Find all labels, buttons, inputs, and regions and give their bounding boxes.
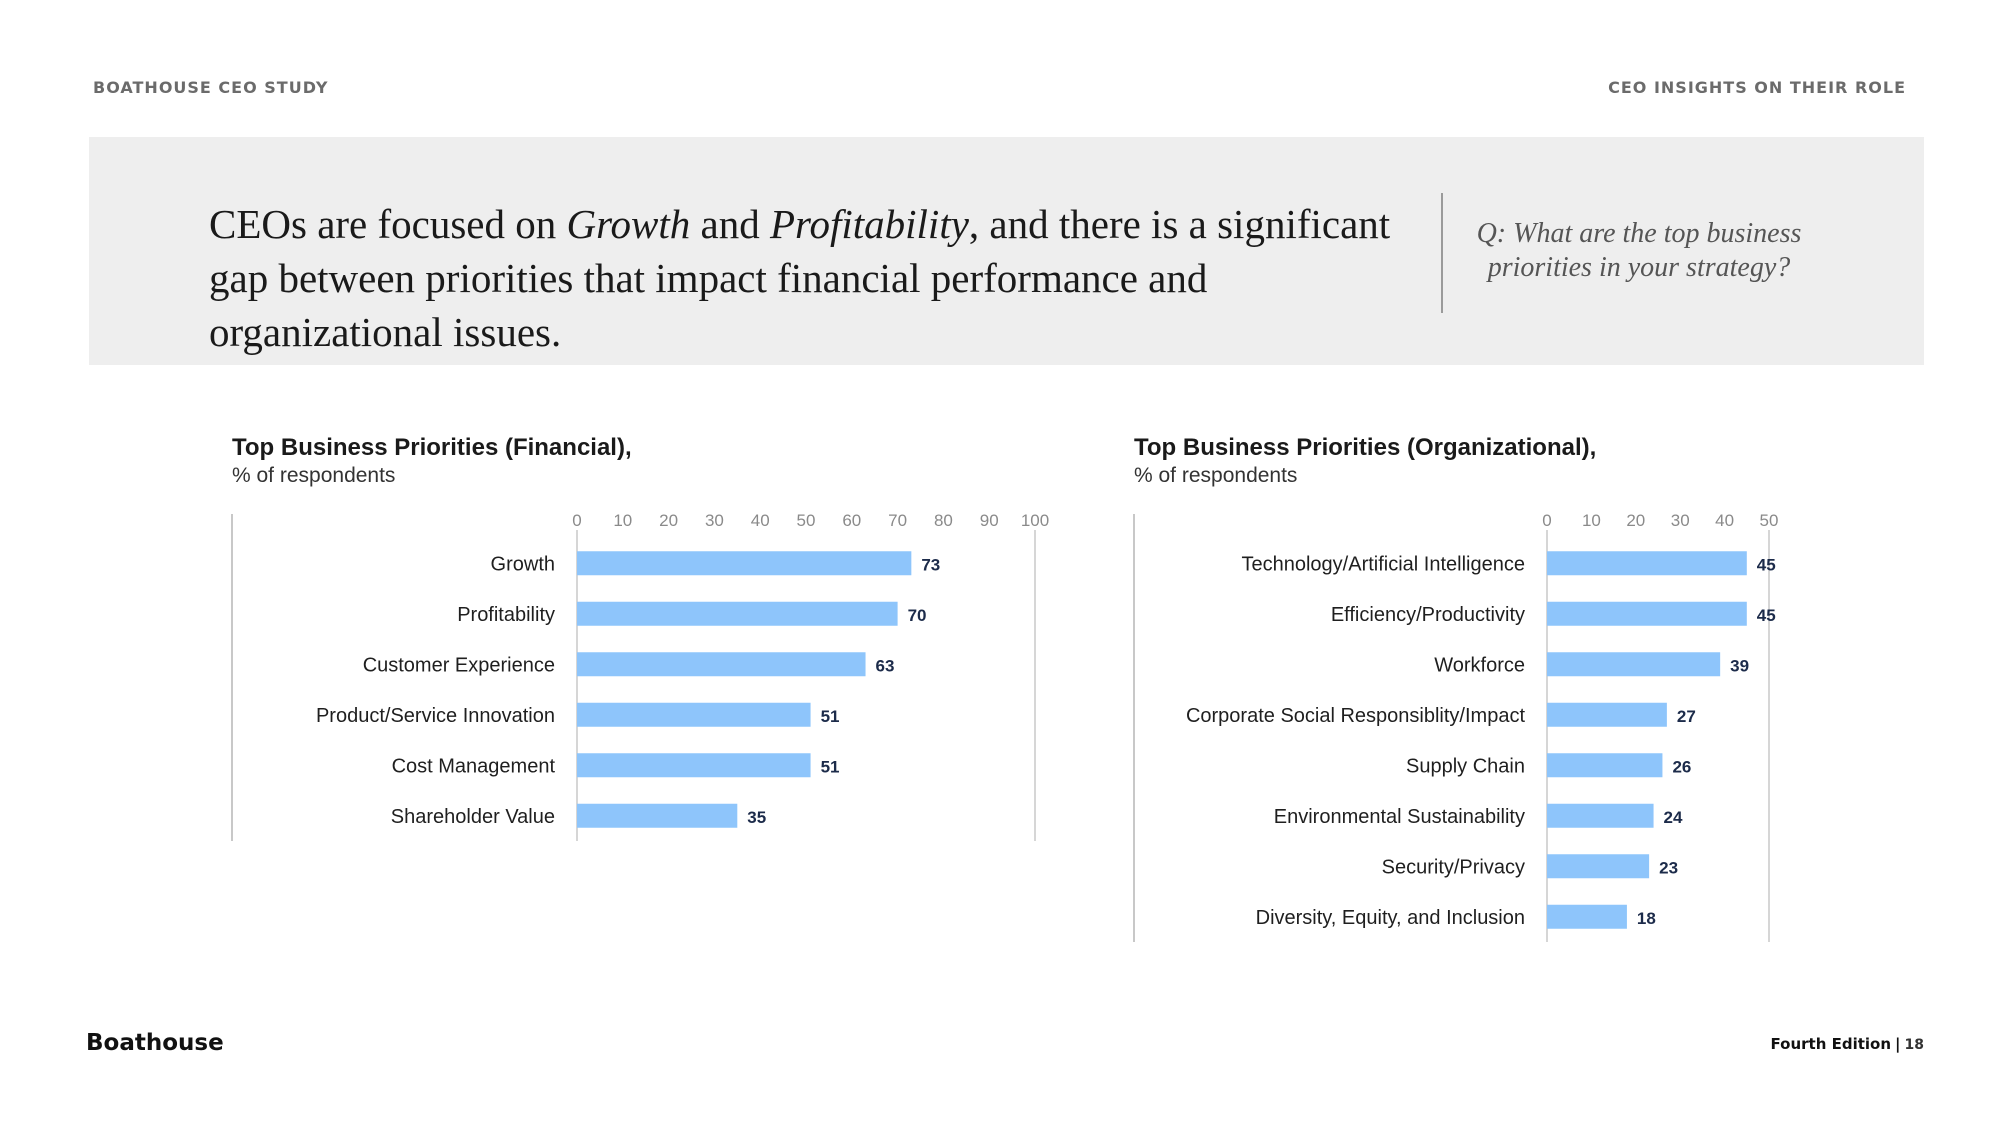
x-tick-label: 90	[980, 511, 999, 530]
bar	[1547, 652, 1721, 677]
x-tick-label: 80	[934, 511, 953, 530]
headline: CEOs are focused on Growth and Profitabi…	[209, 197, 1449, 359]
category-label: Corporate Social Responsiblity/Impact	[1186, 705, 1525, 727]
bar	[1547, 601, 1747, 626]
bar	[1547, 904, 1627, 929]
data-label: 45	[1757, 555, 1776, 574]
category-label: Technology/Artificial Intelligence	[1242, 553, 1526, 575]
data-label: 23	[1659, 858, 1678, 877]
page-separator: |	[1895, 1035, 1901, 1053]
category-label: Efficiency/Productivity	[1331, 604, 1525, 626]
data-label: 39	[1730, 656, 1749, 675]
edition-label: Fourth Edition	[1770, 1035, 1892, 1053]
category-label: Security/Privacy	[1382, 856, 1525, 878]
headline-emphasis-profitability: Profitability	[770, 201, 969, 247]
category-label: Workforce	[1434, 654, 1525, 676]
banner-divider	[1441, 193, 1443, 313]
x-tick-label: 50	[1760, 511, 1779, 530]
chart-title: Top Business Priorities (Financial),	[232, 434, 632, 461]
data-label: 35	[747, 808, 766, 827]
category-label: Growth	[491, 553, 555, 575]
data-label: 70	[908, 606, 927, 625]
category-label: Product/Service Innovation	[316, 705, 555, 727]
x-tick-label: 0	[572, 511, 581, 530]
bar	[577, 702, 811, 727]
data-label: 45	[1757, 606, 1776, 625]
data-label: 63	[876, 656, 895, 675]
x-tick-label: 30	[705, 511, 724, 530]
organizational-bars-svg: 0 10 20 30 40 50 Technology/Artificial Intelli…	[1133, 511, 1779, 942]
bar	[1547, 702, 1667, 727]
data-label: 26	[1672, 757, 1691, 776]
x-tick-label: 10	[613, 511, 632, 530]
bar	[577, 551, 912, 576]
headline-emphasis-growth: Growth	[566, 201, 691, 247]
chart-subtitle: % of respondents	[232, 464, 396, 487]
financial-priorities-chart: Top Business Priorities (Financial), % o…	[231, 430, 1052, 850]
section-label: CEO INSIGHTS ON THEIR ROLE	[1608, 78, 1906, 97]
bar	[1547, 854, 1650, 879]
data-label: 24	[1664, 808, 1683, 827]
bar	[577, 803, 738, 828]
x-tick-label: 50	[797, 511, 816, 530]
x-tick-label: 70	[888, 511, 907, 530]
survey-question: Q: What are the top business priorities …	[1476, 218, 1802, 283]
bar	[577, 652, 866, 677]
x-tick-label: 0	[1542, 511, 1551, 530]
headline-text-2: and	[690, 201, 770, 247]
x-tick-label: 40	[1715, 511, 1734, 530]
financial-bars-svg: 0 10 20 30 40 50 60 70 80 90 100 Growth 73 Profitabil…	[231, 511, 1049, 841]
category-label: Profitability	[457, 604, 555, 626]
x-tick-label: 40	[751, 511, 770, 530]
footer-edition: Fourth Edition | 18	[1771, 1035, 1924, 1053]
data-label: 51	[821, 757, 840, 776]
bar	[1547, 551, 1747, 576]
x-tick-label: 20	[659, 511, 678, 530]
headline-text-3: , and there is a significant gap between…	[209, 201, 1391, 355]
chart-subtitle: % of respondents	[1134, 464, 1298, 487]
data-label: 18	[1637, 909, 1656, 928]
chart-title: Top Business Priorities (Organizational)…	[1134, 434, 1597, 461]
x-tick-label: 10	[1582, 511, 1601, 530]
data-label: 73	[921, 555, 940, 574]
page-number: 18	[1904, 1037, 1924, 1053]
category-label: Customer Experience	[363, 654, 555, 676]
x-tick-label: 100	[1021, 511, 1049, 530]
organizational-priorities-chart: Top Business Priorities (Organizational)…	[1133, 430, 1814, 950]
brand-logo: Boathouse	[86, 1030, 224, 1056]
data-label: 27	[1677, 707, 1696, 726]
category-label: Supply Chain	[1406, 755, 1525, 777]
bar	[1547, 753, 1663, 778]
study-label: BOATHOUSE CEO STUDY	[93, 78, 329, 97]
category-label: Shareholder Value	[391, 806, 555, 828]
x-tick-label: 30	[1671, 511, 1690, 530]
bar	[1547, 803, 1654, 828]
headline-text-1: CEOs are focused on	[209, 201, 567, 247]
bar	[577, 601, 898, 626]
category-label: Diversity, Equity, and Inclusion	[1256, 907, 1525, 929]
category-label: Cost Management	[392, 755, 556, 777]
headline-banner: CEOs are focused on Growth and Profitabi…	[89, 137, 1924, 365]
x-tick-label: 60	[842, 511, 861, 530]
category-label: Environmental Sustainability	[1274, 806, 1525, 828]
data-label: 51	[821, 707, 840, 726]
x-tick-label: 20	[1626, 511, 1645, 530]
bar	[577, 753, 811, 778]
